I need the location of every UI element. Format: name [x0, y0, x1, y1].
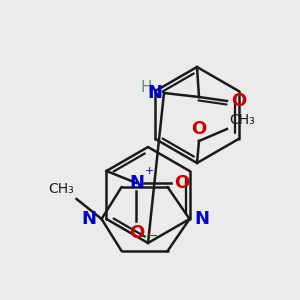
Text: N: N: [82, 210, 97, 228]
Text: CH₃: CH₃: [48, 182, 74, 196]
Text: N: N: [195, 210, 210, 228]
Text: N: N: [147, 84, 162, 102]
Text: +: +: [144, 166, 154, 176]
Text: O: O: [174, 174, 190, 192]
Text: O: O: [231, 92, 246, 110]
Text: O: O: [191, 120, 207, 138]
Text: −: −: [146, 229, 158, 243]
Text: H: H: [140, 80, 152, 94]
Text: CH₃: CH₃: [229, 113, 255, 127]
Text: O: O: [129, 224, 144, 242]
Text: N: N: [129, 174, 144, 192]
